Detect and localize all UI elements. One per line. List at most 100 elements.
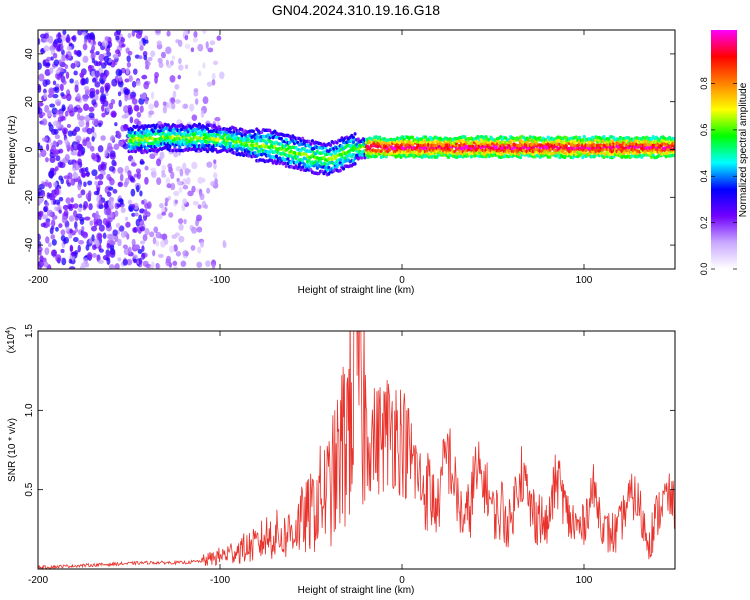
heatmap-cell — [152, 249, 156, 257]
heatmap-cell — [240, 127, 244, 132]
heatmap-cell — [137, 248, 143, 255]
heatmap-cell — [52, 198, 57, 205]
heatmap-cell — [108, 102, 114, 110]
heatmap-cell — [95, 239, 100, 248]
heatmap-cell — [45, 62, 51, 67]
heatmap-cell — [59, 83, 64, 92]
heatmap-cell — [125, 221, 131, 228]
heatmap-cell — [167, 163, 173, 169]
heatmap-cell — [100, 135, 106, 141]
heatmap-cell — [83, 181, 87, 188]
heatmap-cell — [174, 232, 181, 237]
heatmap-cell — [123, 124, 129, 130]
heatmap-cell — [194, 98, 199, 106]
heatmap-cell — [67, 130, 74, 137]
heatmap-cell — [97, 259, 104, 264]
heatmap-cell — [38, 233, 41, 242]
heatmap-cell — [104, 149, 109, 158]
spectrogram-x-label: Height of straight line (km) — [298, 285, 415, 296]
heatmap-cell — [192, 200, 199, 206]
heatmap-cell — [86, 140, 92, 149]
heatmap-cell — [139, 160, 145, 165]
heatmap-cell — [210, 180, 216, 187]
heatmap-cell — [106, 217, 113, 223]
spectrogram-y-tick-label: 20 — [24, 96, 35, 108]
heatmap-cell — [65, 54, 69, 59]
heatmap-cell — [158, 61, 164, 69]
heatmap-cell — [144, 97, 149, 105]
heatmap-cell — [83, 85, 90, 91]
heatmap-cell — [55, 226, 59, 232]
heatmap-cell — [166, 123, 170, 127]
heatmap-cell — [69, 244, 73, 253]
heatmap-cell — [144, 228, 150, 236]
heatmap-cell — [74, 221, 78, 230]
heatmap-cell — [156, 177, 162, 186]
heatmap-cell — [91, 77, 97, 83]
heatmap-cell — [97, 41, 102, 47]
heatmap-cell — [178, 57, 182, 65]
snr-x-label: Height of straight line (km) — [298, 585, 415, 596]
heatmap-cell — [165, 46, 172, 55]
snr-series-line — [38, 331, 675, 569]
heatmap-cell — [142, 233, 148, 242]
heatmap-cell — [60, 229, 66, 236]
heatmap-cell — [128, 75, 133, 82]
heatmap-cell — [97, 173, 104, 180]
heatmap-cell — [93, 190, 100, 196]
heatmap-cell — [264, 141, 269, 145]
heatmap-cell — [38, 107, 43, 115]
heatmap-cell — [335, 164, 339, 169]
heatmap-cell — [169, 60, 174, 66]
heatmap-cell — [61, 106, 66, 112]
heatmap-cell — [99, 86, 105, 94]
heatmap-cell — [109, 249, 116, 258]
heatmap-cell — [55, 72, 62, 80]
heatmap-cell — [114, 210, 119, 217]
heatmap-cell — [83, 200, 89, 209]
heatmap-cell — [121, 114, 128, 119]
heatmap-cell — [132, 68, 138, 75]
heatmap-cell — [104, 36, 110, 42]
heatmap-cell — [67, 182, 71, 187]
heatmap-cell — [71, 252, 77, 257]
heatmap-cell — [174, 136, 179, 141]
heatmap-cell — [191, 114, 198, 122]
heatmap-cell — [328, 143, 333, 147]
heatmap-cell — [91, 126, 95, 133]
heatmap-cell — [132, 227, 137, 233]
spectrogram-x-tick-label: 0 — [399, 275, 405, 286]
heatmap-cell — [61, 215, 68, 224]
heatmap-cell — [58, 148, 64, 154]
heatmap-cell — [139, 208, 145, 214]
heatmap-cell — [183, 30, 189, 36]
heatmap-cell — [468, 152, 472, 156]
heatmap-cell — [60, 248, 65, 254]
heatmap-cell — [95, 89, 100, 95]
heatmap-cell — [101, 112, 106, 118]
heatmap-cell — [70, 62, 76, 69]
heatmap-cell — [146, 201, 152, 209]
heatmap-cell — [164, 197, 169, 203]
heatmap-cell — [154, 75, 158, 84]
heatmap-cell — [219, 71, 225, 80]
heatmap-cell — [85, 136, 90, 142]
heatmap-cell — [178, 64, 184, 71]
heatmap-cell — [170, 171, 175, 180]
heatmap-cell — [80, 189, 86, 196]
heatmap-cell — [139, 240, 146, 245]
heatmap-cell — [73, 70, 78, 76]
heatmap-cell — [204, 204, 208, 209]
heatmap-cell — [183, 218, 187, 225]
heatmap-cell — [659, 143, 663, 148]
heatmap-cell — [177, 218, 184, 225]
heatmap-cell — [38, 199, 43, 205]
heatmap-cell — [173, 190, 180, 197]
heatmap-cell — [91, 234, 95, 242]
heatmap-cell — [60, 34, 67, 42]
heatmap-cell — [81, 150, 85, 156]
heatmap-cell — [127, 32, 132, 39]
heatmap-cell — [53, 52, 58, 59]
heatmap-cell — [649, 137, 654, 142]
